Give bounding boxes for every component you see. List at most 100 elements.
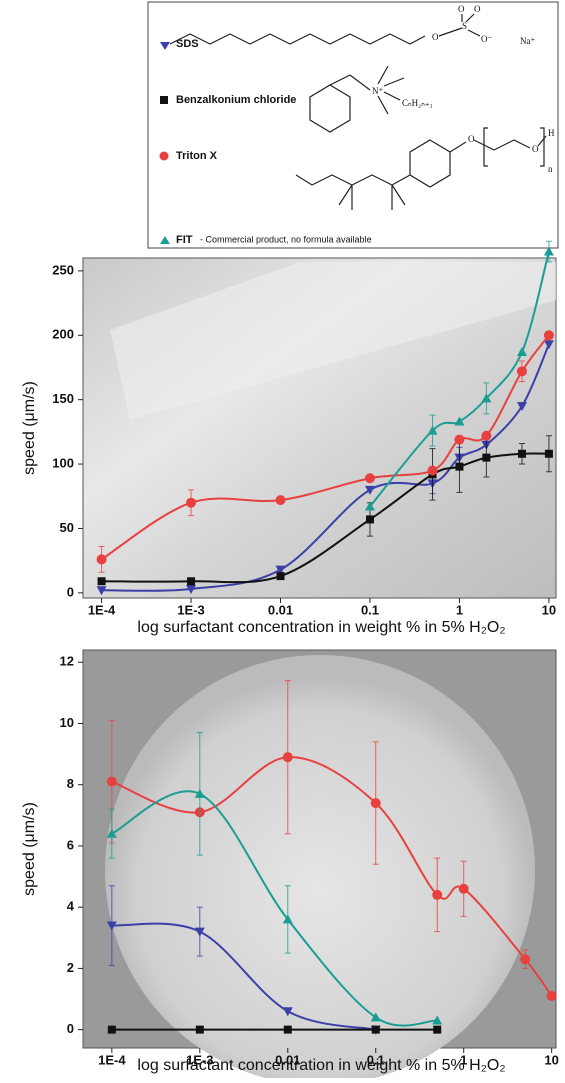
marker (516, 347, 527, 357)
structure-bond (438, 27, 463, 37)
y-tick-label: 200 (52, 327, 74, 342)
marker (276, 572, 285, 581)
marker (364, 485, 375, 495)
marker (482, 453, 491, 462)
marker (107, 1025, 116, 1034)
y-tick-label: 6 (67, 837, 74, 852)
legend-note: - Commercial product, no formula availab… (200, 234, 372, 244)
structure-bond (391, 184, 406, 206)
marker (282, 752, 293, 763)
marker (194, 788, 205, 798)
atom-label: O (432, 32, 439, 42)
marker (427, 425, 438, 435)
structure-bond (349, 74, 371, 91)
legend-label: Triton X (176, 150, 218, 162)
x-tick-label: 1E-4 (88, 602, 116, 617)
marker (370, 1012, 381, 1022)
structure-bond (467, 29, 481, 37)
atom-label: O (532, 144, 539, 154)
marker (454, 416, 465, 426)
y-tick-label: 150 (52, 391, 74, 406)
y-tick-label: 10 (60, 715, 74, 730)
structure-bond (483, 127, 545, 167)
atom-label: N⁺ (372, 86, 383, 96)
x-tick-label: 10 (544, 1052, 558, 1067)
marker (481, 393, 492, 403)
marker (543, 330, 554, 341)
marker (543, 340, 554, 350)
x-tick-label: 0.01 (268, 602, 293, 617)
legend-label: SDS (176, 38, 199, 50)
fit-line (369, 251, 550, 508)
marker (433, 1025, 442, 1034)
legend-frame (147, 1, 559, 249)
legend-label: Benzalkonium chloride (176, 94, 296, 106)
x-tick-label: 0.1 (361, 602, 379, 617)
legend-label: FIT (176, 234, 193, 246)
structure-bond (338, 184, 353, 206)
marker (432, 1015, 443, 1025)
marker (186, 497, 197, 508)
marker (543, 246, 554, 256)
x-tick-label: 1 (456, 602, 463, 617)
legend-marker (160, 96, 168, 104)
legend-marker (160, 236, 170, 244)
marker (481, 430, 492, 441)
marker (517, 449, 526, 458)
x-tick-label: 0.01 (275, 1052, 300, 1067)
structure-bond (449, 141, 467, 153)
x-tick-label: 1E-3 (186, 1052, 213, 1067)
marker (194, 927, 205, 937)
legend: SDS Benzalkonium chloride Triton X FIT -… (147, 1, 559, 249)
marker (275, 565, 286, 575)
atom-label: Na⁺ (520, 36, 535, 46)
y-tick-label: 4 (67, 899, 75, 914)
atom-label: H (548, 128, 555, 138)
marker (282, 1007, 293, 1017)
structure-bond (309, 84, 351, 133)
marker (370, 798, 381, 809)
fit-line (101, 334, 550, 561)
atom-label: O⁻ (481, 34, 492, 44)
x-tick-label: 0.1 (367, 1052, 385, 1067)
y-tick-label: 8 (67, 776, 74, 791)
marker (96, 554, 107, 565)
marker (97, 577, 106, 586)
structure-bond (465, 13, 475, 23)
marker (282, 914, 293, 924)
marker (365, 515, 374, 524)
x-tick-label: 1E-3 (177, 602, 204, 617)
structure-bond (169, 33, 426, 45)
y-tick-label: 100 (52, 455, 74, 470)
marker (106, 776, 117, 787)
x-axis-label: log surfactant concentration in weight %… (137, 619, 505, 636)
fit-line (111, 790, 438, 1027)
structure-bond (377, 95, 389, 115)
marker (516, 402, 527, 412)
atom-label: S (462, 21, 467, 31)
structure-bond (329, 74, 351, 86)
marker (364, 501, 375, 511)
fit-line (111, 756, 553, 997)
x-axis-label: log surfactant concentration in weight %… (137, 1057, 505, 1074)
marker (546, 990, 557, 1001)
marker (187, 577, 196, 586)
fit-line (101, 343, 550, 592)
fit-line (101, 452, 549, 584)
structure-bond (377, 65, 389, 85)
marker (432, 889, 443, 900)
fit-line (111, 922, 376, 1031)
x-tick-label: 1E-4 (98, 1052, 126, 1067)
marker (371, 1025, 380, 1034)
y-tick-label: 2 (67, 960, 74, 975)
background-image (110, 262, 556, 420)
marker (106, 828, 117, 838)
structure-bond (383, 91, 401, 101)
atom-label: n (548, 164, 553, 174)
x-tick-label: 1 (460, 1052, 467, 1067)
atom-label: O (474, 4, 481, 14)
atom-label: CₙH₂ₙ₊₁ (402, 98, 433, 108)
marker (364, 473, 375, 484)
